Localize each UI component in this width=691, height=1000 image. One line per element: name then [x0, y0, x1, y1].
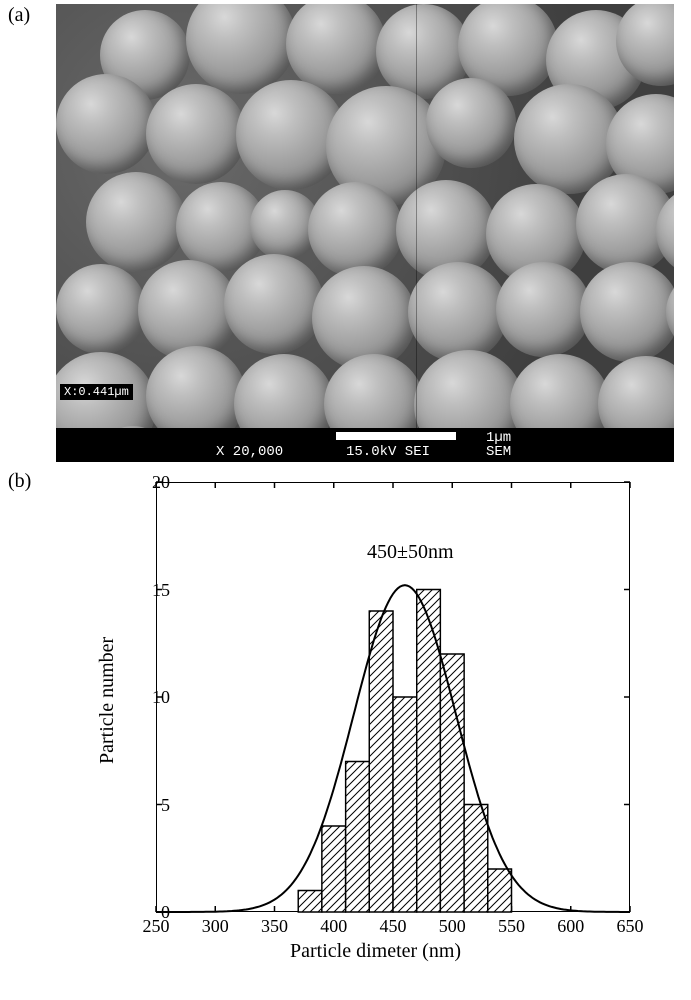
sem-sphere — [56, 74, 156, 174]
hist-ytick-label: 20 — [130, 472, 170, 493]
sem-micrograph: X:0.441µm X 20,000 15.0kV SEI 1µm SEM — [56, 4, 674, 462]
sem-detector: SEM — [486, 444, 511, 460]
sem-sphere-layer — [56, 4, 674, 462]
hist-xtick-label: 600 — [557, 916, 584, 937]
sem-sphere — [308, 182, 403, 277]
hist-xtick-label: 650 — [617, 916, 644, 937]
sem-magnification: X 20,000 — [216, 444, 283, 460]
histogram-panel: Particle number 450±50nm 250300350400450… — [90, 474, 650, 974]
hist-ytick-label: 15 — [130, 580, 170, 601]
sem-sphere — [146, 84, 246, 184]
panel-a-label: (a) — [8, 4, 30, 27]
sem-sphere — [86, 172, 186, 272]
hist-x-axis-label: Particle dimeter (nm) — [290, 940, 461, 963]
hist-xtick-label: 500 — [439, 916, 466, 937]
sem-kv-mode: 15.0kV SEI — [346, 444, 430, 460]
panel-b-label: (b) — [8, 470, 31, 493]
hist-xtick-label: 450 — [380, 916, 407, 937]
sem-sphere — [56, 264, 146, 354]
sem-scale-bar — [336, 432, 456, 440]
hist-xtick-label: 550 — [498, 916, 525, 937]
sem-sphere — [408, 262, 508, 362]
sem-sphere — [496, 262, 591, 357]
sem-info-bar: X 20,000 15.0kV SEI 1µm SEM — [56, 428, 674, 462]
hist-ytick-label: 5 — [130, 795, 170, 816]
hist-xtick-label: 300 — [202, 916, 229, 937]
hist-annotation: 450±50nm — [367, 541, 454, 564]
sem-sphere — [580, 262, 674, 362]
sem-vertical-seam — [416, 4, 417, 462]
hist-ytick-label: 0 — [130, 902, 170, 923]
hist-ytick-label: 10 — [130, 687, 170, 708]
figure-page: (a) X:0.441µm X 20,000 15.0kV SEI 1µm SE… — [0, 0, 691, 1000]
hist-y-axis-label: Particle number — [96, 637, 119, 764]
sem-sphere — [426, 78, 516, 168]
sem-sphere — [224, 254, 324, 354]
hist-plot-area: 450±50nm — [156, 482, 630, 912]
sem-sphere — [138, 260, 238, 360]
hist-xtick-label: 350 — [261, 916, 288, 937]
hist-xtick-label: 400 — [320, 916, 347, 937]
sem-measurement-tag: X:0.441µm — [60, 384, 133, 400]
